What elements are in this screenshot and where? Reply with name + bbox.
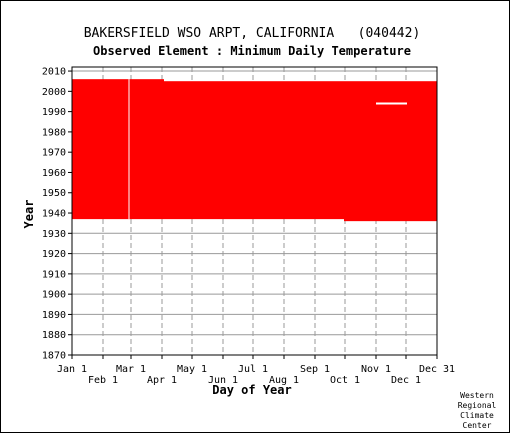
x-tick-label: Apr 1 bbox=[147, 375, 177, 386]
x-axis-label: Day of Year bbox=[212, 383, 291, 397]
y-tick-label: 1870 bbox=[42, 351, 66, 362]
data-coverage-bar bbox=[344, 81, 376, 222]
x-tick-label: Feb 1 bbox=[88, 375, 118, 386]
x-tick-label: Mar 1 bbox=[116, 364, 146, 375]
x-tick-label: Jan 1 bbox=[57, 364, 87, 375]
data-coverage-bar bbox=[164, 81, 344, 220]
x-tick-label: Jun 1 bbox=[208, 375, 238, 386]
x-tick-label: Dec 1 bbox=[391, 375, 421, 386]
credit-line: Regional bbox=[458, 401, 497, 410]
chart-title: BAKERSFIELD WSO ARPT, CALIFORNIA (040442… bbox=[84, 26, 421, 41]
x-tick-label: Jul 1 bbox=[238, 364, 268, 375]
y-tick-label: 1880 bbox=[42, 330, 66, 341]
y-tick-label: 2000 bbox=[42, 87, 66, 98]
y-tick-label: 1900 bbox=[42, 290, 66, 301]
x-tick-label: Aug 1 bbox=[269, 375, 299, 386]
plot-border bbox=[71, 66, 438, 356]
chart-subtitle: Observed Element : Minimum Daily Tempera… bbox=[93, 44, 411, 58]
y-axis-label: Year bbox=[22, 200, 36, 229]
credit-line: Climate bbox=[460, 411, 494, 420]
data-coverage-bar bbox=[72, 79, 129, 220]
credit-line: Western bbox=[460, 391, 494, 400]
data-coverage-bar bbox=[376, 81, 437, 222]
y-tick-label: 1970 bbox=[42, 148, 66, 159]
y-tick-label: 1930 bbox=[42, 229, 66, 240]
x-tick-label: Dec 31 bbox=[419, 364, 455, 375]
y-tick-label: 1990 bbox=[42, 107, 66, 118]
x-tick-label: Nov 1 bbox=[361, 364, 391, 375]
credit-line: Center bbox=[463, 421, 492, 430]
y-tick-label: 1920 bbox=[42, 249, 66, 260]
y-tick-label: 1980 bbox=[42, 127, 66, 138]
plot-area: 1870 1880 1890 1900 1910 1920 1930 1940 1950 1960… bbox=[42, 66, 455, 386]
y-tick-label: 1960 bbox=[42, 168, 66, 179]
y-tick-label: 1910 bbox=[42, 269, 66, 280]
y-tick-label: 1950 bbox=[42, 188, 66, 199]
x-tick-label: Oct 1 bbox=[330, 375, 360, 386]
x-tick-label: Sep 1 bbox=[300, 364, 330, 375]
y-tick-label: 2010 bbox=[42, 67, 66, 78]
data-coverage-bar bbox=[129, 79, 164, 220]
y-tick-label: 1890 bbox=[42, 310, 66, 321]
y-tick-label: 1940 bbox=[42, 209, 66, 220]
x-tick-label: May 1 bbox=[177, 364, 207, 375]
